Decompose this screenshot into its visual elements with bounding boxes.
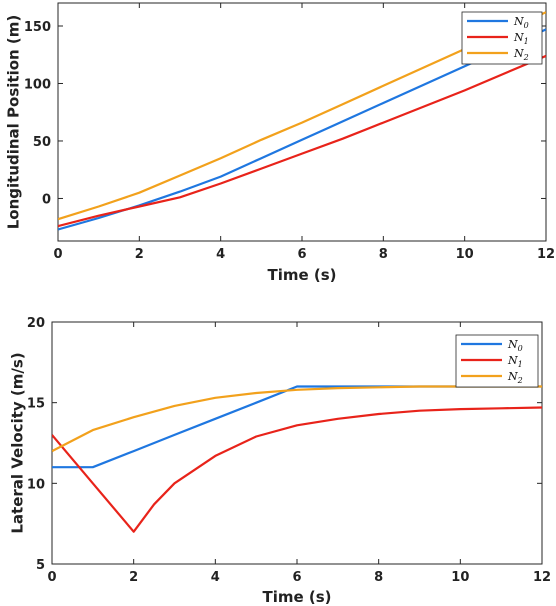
y-tick-label: 15 [27, 397, 45, 412]
legend-label: N0 [513, 15, 529, 30]
series-line-n1 [58, 54, 546, 228]
y-tick-label: 50 [33, 135, 51, 150]
x-tick-label: 8 [374, 570, 383, 585]
x-tick-label: 6 [292, 570, 301, 585]
x-tick-label: 10 [451, 570, 469, 585]
y-axis-title: Longitudinal Position (m) [5, 15, 23, 230]
x-tick-label: 6 [297, 247, 306, 262]
x-tick-label: 8 [379, 247, 388, 262]
y-axis-title: Lateral Velocity (m/s) [9, 352, 27, 533]
x-tick-label: 2 [135, 247, 144, 262]
x-tick-label: 4 [216, 247, 225, 262]
velocity-chart: 0 2 4 6 8 10 12 5 10 15 20 Time (s) Lateral Velocity… [9, 316, 552, 606]
x-tick-label: 12 [537, 247, 555, 262]
legend-label: N1 [513, 31, 529, 46]
y-tick-label: 0 [42, 192, 51, 207]
x-tick-label: 10 [456, 247, 474, 262]
y-tick-label: 100 [24, 77, 51, 92]
legend-label: N1 [507, 354, 523, 369]
y-tick-label: 20 [27, 316, 45, 331]
y-tick-label: 10 [27, 477, 45, 492]
x-tick-label: 12 [533, 570, 551, 585]
x-tick-label: 0 [47, 570, 56, 585]
x-axis-title: Time (s) [267, 266, 336, 284]
position-chart: 0 2 4 6 8 10 12 0 50 100 150 Time (s) Longitudinal P… [5, 2, 555, 284]
x-tick-label: 2 [129, 570, 138, 585]
series-line-n1 [52, 406, 542, 533]
y-tick-label: 5 [36, 558, 45, 573]
y-tick-label: 150 [24, 20, 51, 35]
legend-label: N2 [507, 370, 523, 385]
x-tick-label: 4 [211, 570, 220, 585]
x-axis-title: Time (s) [262, 588, 331, 606]
x-tick-label: 0 [53, 247, 62, 262]
legend-label: N2 [513, 47, 529, 62]
legend-label: N0 [507, 338, 523, 353]
